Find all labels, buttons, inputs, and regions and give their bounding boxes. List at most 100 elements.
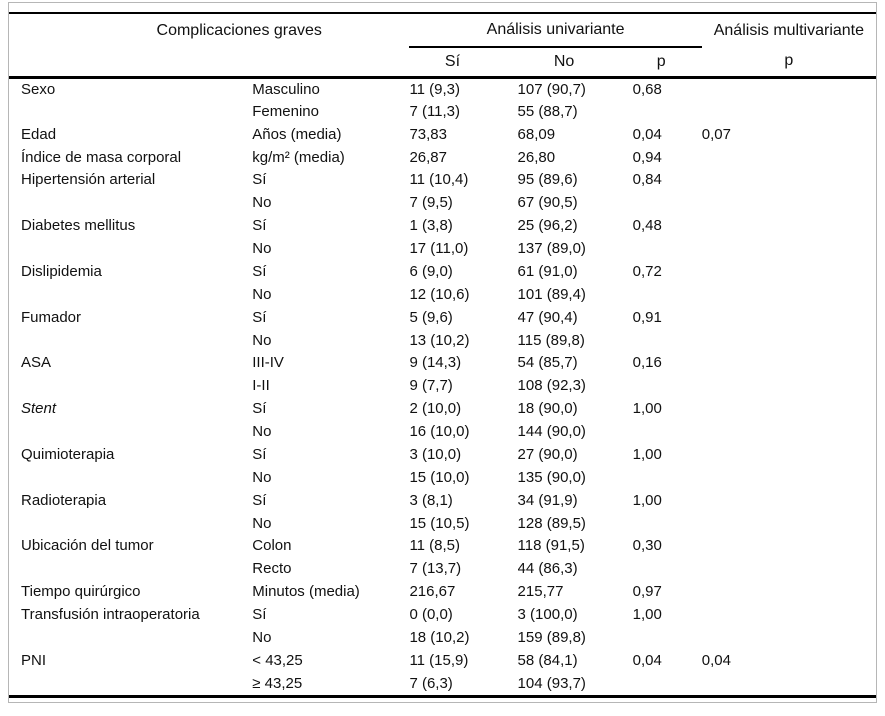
cell-p-univariate — [633, 329, 702, 352]
cell-p-multivariate — [702, 352, 876, 375]
table-row: No 7 (9,5) 67 (90,5) — [9, 191, 876, 214]
cell-variable: Radioterapia — [21, 491, 107, 509]
cell-p-univariate — [633, 512, 702, 535]
cell-no: 115 (89,8) — [517, 331, 585, 349]
cell-category: Sí — [252, 445, 267, 463]
cell-variable — [9, 557, 252, 580]
cell-category: Colon — [252, 537, 292, 555]
cell-variable — [9, 100, 252, 123]
cell-si: 5 (9,6) — [409, 308, 453, 326]
cell-p-univariate: 0,97 — [632, 583, 662, 601]
cell-variable: Edad — [21, 125, 57, 143]
cell-si: 9 (7,7) — [409, 377, 453, 395]
cell-si: 11 (9,3) — [409, 80, 461, 98]
table-row: Transfusión intraoperatoria Sí 0 (0,0) 3 (1… — [9, 603, 876, 626]
table-row: ≥ 43,25 7 (6,3) 104 (93,7) — [9, 672, 876, 695]
cell-category: No — [252, 331, 272, 349]
cell-p-univariate: 0,30 — [632, 537, 662, 555]
cell-variable: Sexo — [21, 80, 56, 98]
complications-table: Complicaciones graves Análisis univarian… — [9, 12, 876, 698]
header-group-row: Complicaciones graves Análisis univarian… — [9, 14, 876, 48]
cell-category: No — [252, 514, 272, 532]
cell-si: 16 (10,0) — [409, 423, 470, 441]
cell-si: 7 (9,5) — [409, 194, 453, 212]
table-row: Quimioterapia Sí 3 (10,0) 27 (90,0) 1,00 — [9, 443, 876, 466]
cell-p-multivariate — [702, 306, 876, 329]
cell-variable: Transfusión intraoperatoria — [21, 606, 200, 624]
cell-si: 3 (8,1) — [409, 491, 453, 509]
table-row: Ubicación del tumor Colon 11 (8,5) 118 (91,… — [9, 535, 876, 558]
cell-no: 101 (89,4) — [517, 285, 586, 303]
cell-si: 11 (8,5) — [409, 537, 461, 555]
cell-category: No — [252, 468, 272, 486]
cell-p-multivariate — [702, 397, 876, 420]
cell-variable — [9, 626, 252, 649]
cell-no: 128 (89,5) — [517, 514, 586, 532]
table-row: No 13 (10,2) 115 (89,8) — [9, 329, 876, 352]
cell-category: Sí — [252, 308, 267, 326]
cell-si: 3 (10,0) — [409, 445, 462, 463]
cell-category: Sí — [252, 171, 267, 189]
cell-p-multivariate — [702, 283, 876, 306]
cell-variable: Stent — [21, 400, 57, 418]
cell-no: 34 (91,9) — [517, 491, 578, 509]
cell-no: 118 (91,5) — [517, 537, 585, 555]
cell-variable: Dislipidemia — [21, 262, 102, 280]
cell-category: No — [252, 194, 272, 212]
cell-variable — [9, 374, 252, 397]
cell-p-univariate: 0,16 — [632, 354, 662, 372]
cell-p-univariate: 0,84 — [632, 171, 662, 189]
cell-p-multivariate — [702, 260, 876, 283]
cell-no: 44 (86,3) — [517, 560, 578, 578]
table-row: No 15 (10,5) 128 (89,5) — [9, 512, 876, 535]
cell-si: 7 (13,7) — [409, 560, 462, 578]
cell-no: 144 (90,0) — [517, 423, 586, 441]
cell-category: Minutos (media) — [252, 583, 360, 601]
table-row: Índice de masa corporal kg/m² (media) 26,8… — [9, 146, 876, 169]
cell-variable: Hipertensión arterial — [21, 171, 156, 189]
subheader-p-univariate: p — [632, 47, 702, 79]
table-row: Diabetes mellitus Sí 1 (3,8) 25 (96,2) 0,48 — [9, 214, 876, 237]
cell-p-multivariate — [702, 237, 876, 260]
cell-p-univariate — [633, 283, 702, 306]
cell-no: 3 (100,0) — [517, 606, 578, 624]
cell-p-multivariate — [702, 489, 876, 512]
cell-si: 7 (6,3) — [409, 674, 453, 692]
cell-p-univariate — [633, 374, 702, 397]
table-row: Fumador Sí 5 (9,6) 47 (90,4) 0,91 — [9, 306, 876, 329]
cell-p-univariate: 0,48 — [632, 217, 662, 235]
cell-category: No — [252, 423, 272, 441]
cell-no: 215,77 — [517, 583, 564, 601]
cell-si: 11 (10,4) — [409, 171, 469, 189]
cell-category: III-IV — [252, 354, 284, 372]
cell-variable: PNI — [21, 651, 47, 669]
cell-no: 95 (89,6) — [517, 171, 578, 189]
cell-si: 12 (10,6) — [409, 285, 470, 303]
cell-p-multivariate — [702, 672, 876, 695]
cell-category: Años (media) — [252, 125, 342, 143]
table-row: No 16 (10,0) 144 (90,0) — [9, 420, 876, 443]
cell-p-univariate — [633, 557, 702, 580]
cell-si: 17 (11,0) — [409, 240, 469, 258]
cell-category: Recto — [252, 560, 292, 578]
cell-no: 107 (90,7) — [517, 80, 586, 98]
cell-si: 15 (10,5) — [409, 514, 470, 532]
cell-si: 7 (11,3) — [409, 102, 461, 120]
cell-p-univariate: 1,00 — [632, 400, 662, 418]
cell-p-univariate — [633, 191, 702, 214]
cell-no: 58 (84,1) — [517, 651, 578, 669]
table-row: Tiempo quirúrgico Minutos (media) 216,67 21… — [9, 580, 876, 603]
cell-p-multivariate — [702, 443, 876, 466]
cell-si: 9 (14,3) — [409, 354, 462, 372]
cell-variable — [9, 329, 252, 352]
cell-category: Sí — [252, 262, 267, 280]
cell-no: 137 (89,0) — [517, 240, 586, 258]
table-body: Sexo Masculino 11 (9,3) 107 (90,7) 0,68 Femen… — [9, 77, 876, 695]
table-row: No 12 (10,6) 101 (89,4) — [9, 283, 876, 306]
cell-p-univariate: 1,00 — [632, 606, 662, 624]
cell-p-multivariate — [702, 420, 876, 443]
cell-category: ≥ 43,25 — [252, 674, 303, 692]
cell-p-multivariate — [702, 214, 876, 237]
cell-no: 67 (90,5) — [517, 194, 578, 212]
cell-no: 159 (89,8) — [517, 628, 586, 646]
